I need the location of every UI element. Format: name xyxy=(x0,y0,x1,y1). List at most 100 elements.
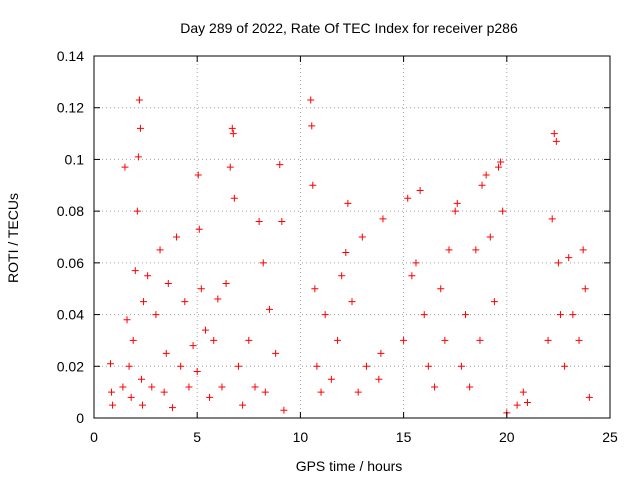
data-point xyxy=(317,388,325,396)
data-point xyxy=(482,171,490,179)
data-point xyxy=(313,362,321,370)
data-point xyxy=(136,124,144,132)
data-point xyxy=(420,311,428,319)
data-point xyxy=(377,349,385,357)
y-tick-label: 0.06 xyxy=(57,255,84,271)
data-point xyxy=(338,272,346,280)
data-point xyxy=(259,259,267,267)
x-tick-label: 15 xyxy=(396,429,412,445)
data-point xyxy=(554,259,562,267)
data-point xyxy=(321,311,329,319)
data-point xyxy=(354,388,362,396)
data-point xyxy=(575,336,583,344)
data-point xyxy=(131,267,139,275)
data-point xyxy=(431,383,439,391)
data-point xyxy=(457,362,465,370)
data-point xyxy=(424,362,432,370)
data-point xyxy=(441,336,449,344)
data-point xyxy=(137,375,145,383)
data-point xyxy=(255,217,263,225)
grid-lines xyxy=(94,56,610,418)
y-tick-label: 0.04 xyxy=(57,307,84,323)
y-tick-label: 0.08 xyxy=(57,203,84,219)
data-point xyxy=(125,362,133,370)
x-tick-label: 0 xyxy=(90,429,98,445)
data-point xyxy=(495,163,503,171)
data-point xyxy=(251,383,259,391)
data-point xyxy=(107,360,115,368)
data-point xyxy=(134,153,142,161)
y-tick-label: 0.14 xyxy=(57,48,84,64)
data-point xyxy=(168,404,176,412)
data-point xyxy=(497,158,505,166)
x-tick-label: 20 xyxy=(499,429,515,445)
data-point xyxy=(334,336,342,344)
data-point xyxy=(135,96,143,104)
data-point xyxy=(133,207,141,215)
data-point xyxy=(348,298,356,306)
data-point xyxy=(453,199,461,207)
data-point xyxy=(173,233,181,241)
data-point xyxy=(210,336,218,344)
data-point xyxy=(226,163,234,171)
data-point xyxy=(344,199,352,207)
data-point xyxy=(478,181,486,189)
data-point xyxy=(519,388,527,396)
y-tick-label: 0.02 xyxy=(57,358,84,374)
data-point xyxy=(108,388,116,396)
data-point xyxy=(195,225,203,233)
data-point xyxy=(218,383,226,391)
plot-frame xyxy=(93,55,611,419)
data-point xyxy=(544,336,552,344)
data-points xyxy=(107,96,593,417)
data-point xyxy=(445,246,453,254)
data-point xyxy=(327,375,335,383)
data-point xyxy=(472,246,480,254)
data-point xyxy=(185,383,193,391)
data-point xyxy=(569,311,577,319)
data-point xyxy=(565,254,573,262)
data-point xyxy=(556,311,564,319)
y-tick-label: 0.1 xyxy=(65,151,85,167)
data-point xyxy=(579,246,587,254)
data-point xyxy=(129,336,137,344)
data-point xyxy=(490,298,498,306)
data-point xyxy=(550,130,558,138)
data-point xyxy=(206,393,214,401)
data-point xyxy=(309,181,317,189)
data-point xyxy=(193,367,201,375)
data-point xyxy=(276,161,284,169)
data-point xyxy=(228,124,236,132)
data-point xyxy=(123,316,131,324)
data-point xyxy=(278,217,286,225)
y-tick-label: 0 xyxy=(76,410,84,426)
data-point xyxy=(197,285,205,293)
data-point xyxy=(585,393,593,401)
data-point xyxy=(404,194,412,202)
data-point xyxy=(513,401,521,409)
data-point xyxy=(152,311,160,319)
data-point xyxy=(561,362,569,370)
data-point xyxy=(308,122,316,130)
data-point xyxy=(408,272,416,280)
data-point xyxy=(239,401,247,409)
x-axis-label: GPS time / hours xyxy=(296,458,403,474)
data-point xyxy=(230,194,238,202)
data-point xyxy=(139,401,147,409)
data-point xyxy=(140,298,148,306)
data-point xyxy=(552,137,560,145)
x-tick-label: 10 xyxy=(293,429,309,445)
data-point xyxy=(109,401,117,409)
data-point xyxy=(189,342,197,350)
data-point xyxy=(280,406,288,414)
data-point xyxy=(486,233,494,241)
data-point xyxy=(201,326,209,334)
data-point xyxy=(523,398,531,406)
data-point xyxy=(181,298,189,306)
y-tick-label: 0.12 xyxy=(57,100,84,116)
data-point xyxy=(311,285,319,293)
data-point xyxy=(127,393,135,401)
data-point xyxy=(214,295,222,303)
data-point xyxy=(222,280,230,288)
